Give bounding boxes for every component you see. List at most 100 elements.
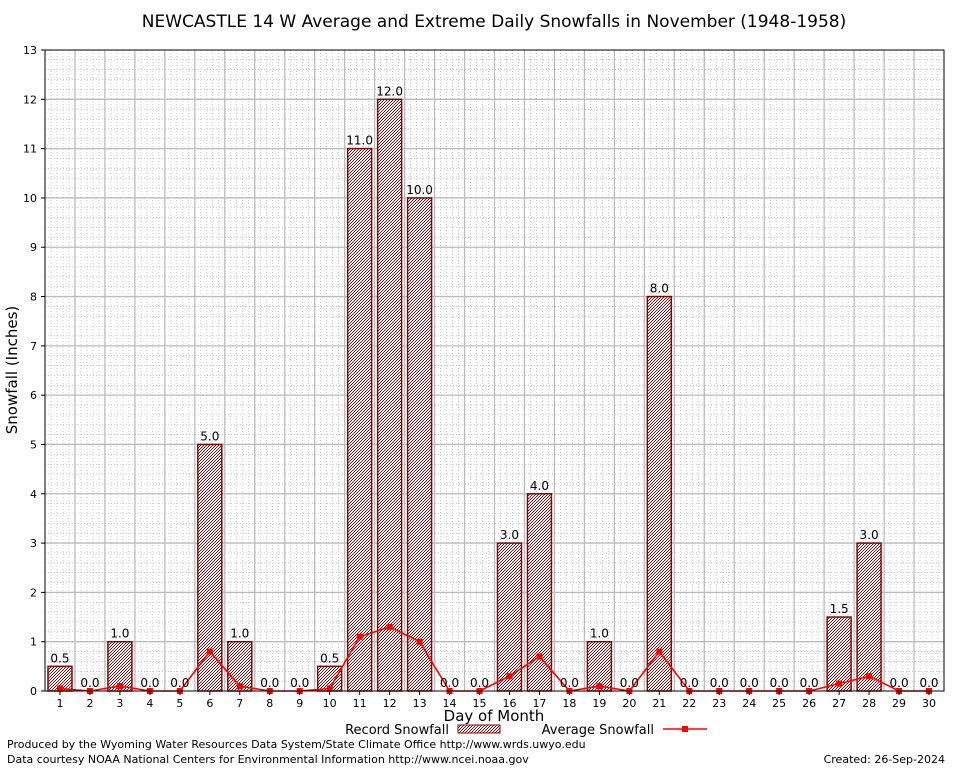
footer-produced-by: Produced by the Wyoming Water Resources … (7, 738, 586, 751)
y-tick-label: 4 (30, 488, 37, 501)
record-bar (856, 542, 882, 692)
record-bar (496, 542, 523, 692)
bar-value-label: 0.0 (80, 676, 99, 690)
record-bar (346, 147, 373, 692)
bar-value-label: 0.5 (320, 651, 339, 665)
average-point (206, 648, 213, 655)
x-tick-label: 30 (922, 697, 936, 710)
bar-value-label: 12.0 (376, 84, 403, 98)
footer-data-courtesy: Data courtesy NOAA National Centers for … (7, 753, 529, 766)
x-tick-label: 2 (86, 697, 93, 710)
legend: Record Snowfall Average Snowfall (345, 723, 707, 738)
bar-value-label: 0.0 (290, 676, 309, 690)
x-tick-label: 14 (443, 697, 457, 710)
y-tick-label: 3 (30, 537, 37, 550)
x-tick-label: 9 (296, 697, 303, 710)
footer-created: Created: 26-Sep-2024 (824, 753, 945, 766)
average-point (56, 685, 63, 692)
x-tick-label: 4 (146, 697, 153, 710)
x-tick-label: 29 (892, 697, 906, 710)
bar-value-label: 0.0 (620, 676, 639, 690)
average-point (536, 653, 543, 660)
x-tick-label: 1 (56, 697, 63, 710)
y-tick-label: 11 (23, 143, 37, 156)
bar-value-label: 1.0 (590, 627, 609, 641)
x-tick-label: 13 (413, 697, 427, 710)
bar-value-label: 0.0 (919, 676, 938, 690)
x-tick-label: 19 (592, 697, 606, 710)
x-tick-label: 16 (502, 697, 516, 710)
average-point (326, 685, 333, 692)
x-tick-labels: 1 2 3 4 5 6 7 8 9 10 11 12 13 14 15 16 17 18 19 20 21 22 23 24 2… (56, 691, 936, 710)
average-point (356, 633, 363, 640)
average-point (836, 680, 843, 687)
legend-average-label: Average Snowfall (542, 723, 654, 738)
x-tick-label: 3 (116, 697, 123, 710)
x-tick-label: 5 (176, 697, 183, 710)
x-tick-label: 20 (622, 697, 636, 710)
bars (47, 98, 882, 692)
y-tick-label: 5 (30, 438, 37, 451)
bar-value-label: 4.0 (530, 479, 549, 493)
legend-record-label: Record Snowfall (345, 723, 449, 738)
average-point (866, 673, 873, 680)
average-point (386, 623, 393, 630)
legend-average-marker (682, 726, 688, 732)
bar-value-label: 0.0 (680, 676, 699, 690)
grid (45, 50, 944, 691)
record-bar (646, 295, 673, 692)
average-point (656, 648, 663, 655)
average-point (236, 683, 243, 690)
bar-value-label: 0.0 (440, 676, 459, 690)
bar-value-label: 0.0 (800, 676, 819, 690)
x-tick-label: 18 (562, 697, 576, 710)
bar-value-label: 0.0 (470, 676, 489, 690)
y-tick-label: 13 (23, 44, 37, 57)
record-bar (376, 98, 403, 692)
x-tick-label: 15 (473, 697, 487, 710)
x-tick-label: 17 (532, 697, 546, 710)
record-bar (406, 197, 433, 692)
x-axis-label: Day of Month (444, 707, 545, 725)
bar-value-label: 10.0 (406, 183, 433, 197)
x-tick-label: 24 (742, 697, 756, 710)
y-tick-label: 1 (30, 636, 37, 649)
x-tick-label: 8 (266, 697, 273, 710)
bar-value-label: 0.0 (140, 676, 159, 690)
bar-value-label: 11.0 (346, 134, 373, 148)
x-tick-label: 27 (832, 697, 846, 710)
x-tick-label: 12 (383, 697, 397, 710)
bar-value-label: 0.0 (890, 676, 909, 690)
record-bar (826, 616, 852, 692)
x-tick-label: 21 (652, 697, 666, 710)
x-tick-label: 28 (862, 697, 876, 710)
legend-record-swatch (457, 724, 501, 734)
average-point (416, 638, 423, 645)
y-tick-label: 12 (23, 93, 37, 106)
bar-value-label: 0.0 (740, 676, 759, 690)
y-tick-label: 7 (30, 340, 37, 353)
bar-value-label: 5.0 (200, 429, 219, 443)
y-tick-label: 0 (30, 685, 37, 698)
data-labels: 0.5 0.0 1.0 0.0 0.0 5.0 1.0 0.0 0.0 0.5 11.0 12.0 10… (50, 84, 938, 690)
bar-value-label: 8.0 (650, 282, 669, 296)
bar-value-label: 0.0 (710, 676, 729, 690)
bar-value-label: 1.0 (230, 627, 249, 641)
x-tick-label: 6 (206, 697, 213, 710)
plot-frame (44, 49, 945, 692)
bar-value-label: 0.0 (770, 676, 789, 690)
average-point (506, 673, 513, 680)
bar-value-label: 3.0 (860, 528, 879, 542)
x-tick-label: 26 (802, 697, 816, 710)
y-tick-label: 10 (23, 192, 37, 205)
bar-value-label: 1.0 (110, 627, 129, 641)
y-tick-label: 8 (30, 291, 37, 304)
x-tick-label: 11 (353, 697, 367, 710)
average-point (116, 683, 123, 690)
x-tick-label: 25 (772, 697, 786, 710)
average-point (596, 683, 603, 690)
bar-value-label: 0.5 (50, 651, 69, 665)
x-tick-label: 22 (682, 697, 696, 710)
